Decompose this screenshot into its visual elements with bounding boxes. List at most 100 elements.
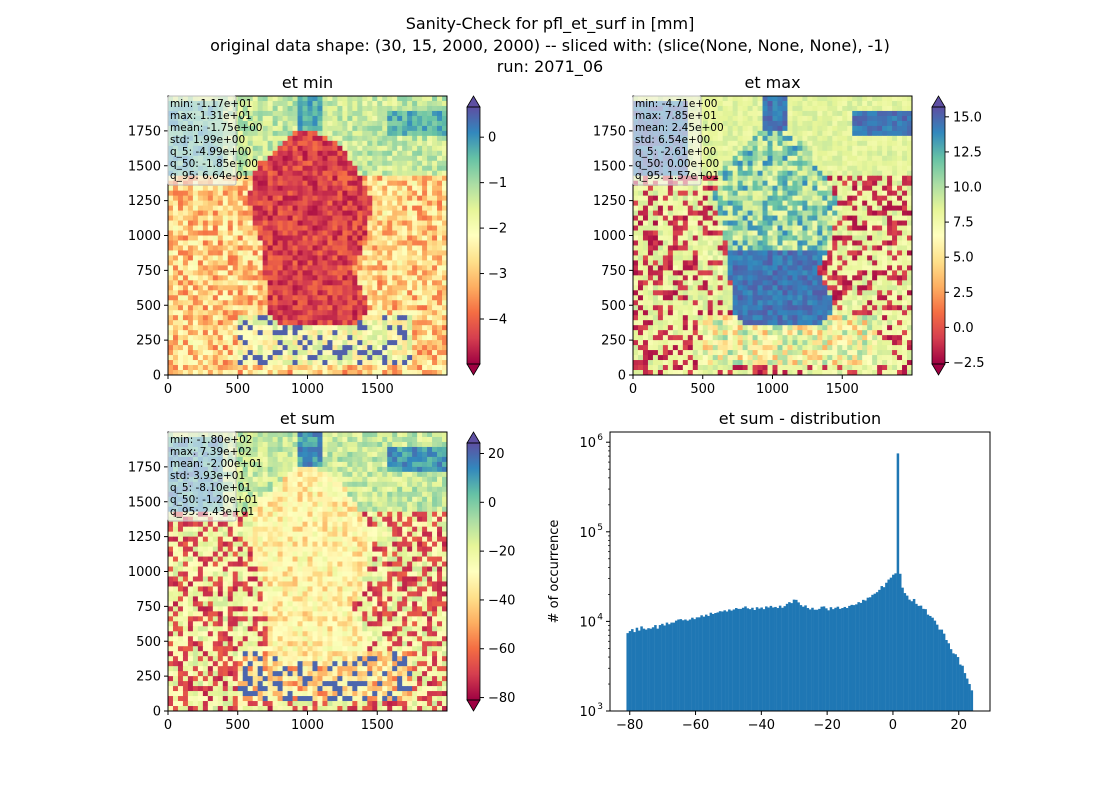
- histogram-bar: [644, 629, 648, 711]
- heatmap-image: [168, 432, 447, 711]
- histogram-bar: [649, 628, 653, 711]
- colorbar: 15.0 12.5 10.0 7.5 5.0 2.5 0.0 −2.5: [931, 95, 985, 376]
- histogram-bar: [935, 624, 939, 711]
- colorbar-tick-label: −1: [488, 176, 507, 191]
- stats-line: min: -1.17e+01: [170, 98, 252, 110]
- histogram-bar: [656, 628, 659, 711]
- histogram-bar: [748, 609, 752, 711]
- histogram-bar: [721, 611, 724, 711]
- colorbar-tick-label: −4: [488, 313, 507, 328]
- stats-line: std: 3.93e+01: [170, 470, 245, 482]
- histogram-bar: [647, 628, 650, 711]
- histogram-bar: [691, 617, 694, 711]
- histogram-bar: [949, 649, 953, 711]
- colorbar-tick-label: 7.5: [953, 216, 974, 231]
- colorbar-tick-label: 5.0: [953, 251, 974, 266]
- histogram-bar: [829, 607, 833, 711]
- y-tick-label: 0: [153, 705, 161, 720]
- stats-line: max: 1.31e+01: [170, 110, 252, 122]
- y-tick-label: 1250: [128, 530, 161, 545]
- colorbar-tick-label: −80: [488, 691, 515, 706]
- histogram-bar: [945, 640, 948, 711]
- histogram-bar: [929, 615, 932, 711]
- y-tick-label: 1750: [128, 124, 161, 139]
- stats-line: q_95: 2.43e+01: [170, 506, 254, 518]
- colorbar-tick-label: −3: [488, 267, 507, 282]
- colorbar-gradient: [467, 107, 480, 364]
- suptitle-line-2: original data shape: (30, 15, 2000, 2000…: [210, 36, 890, 55]
- x-tick-label: 500: [690, 382, 715, 397]
- histogram-bar: [965, 678, 969, 711]
- histogram-bar: [968, 684, 971, 711]
- histogram-bar: [894, 573, 897, 711]
- y-tick-label: 250: [601, 334, 626, 349]
- histogram-bar: [892, 574, 895, 711]
- histogram-bar: [841, 608, 844, 711]
- colorbar-tick-label: −60: [488, 642, 515, 657]
- histogram-bar: [954, 654, 957, 711]
- histogram-bar: [631, 629, 634, 711]
- et-sum-panel: et sum 0 500 1000 1500 0 250 500 750 1000 1250 1500…: [128, 409, 516, 733]
- histogram-bar: [707, 615, 710, 711]
- histogram-bar: [702, 616, 706, 711]
- histogram-bar: [912, 598, 916, 711]
- histogram-bar: [947, 643, 950, 711]
- histogram-bar: [788, 602, 791, 711]
- histogram-bar: [797, 602, 800, 711]
- histogram-bar: [661, 623, 664, 711]
- histogram-bar: [799, 605, 803, 711]
- stats-box: [632, 95, 702, 186]
- x-tick-label: −40: [748, 718, 775, 733]
- y-tick-label: 1500: [593, 159, 626, 174]
- histogram-bar: [804, 605, 807, 711]
- histogram-bar: [866, 597, 870, 711]
- histogram-bar: [693, 619, 696, 711]
- histogram-bar: [864, 600, 867, 711]
- histogram-bar: [753, 610, 756, 711]
- histogram-bar: [857, 602, 860, 711]
- y-axis-label: # of occurrence: [547, 520, 562, 624]
- y-tick-label: 1000: [593, 229, 626, 244]
- histogram-bar: [737, 608, 740, 711]
- histogram-bar: [940, 629, 944, 711]
- histogram-bar: [781, 607, 784, 711]
- histogram-bar: [716, 612, 720, 711]
- et-min-panel: et min 0 500 1000 1500 0 250 500 750 1000 1250 1500…: [128, 73, 507, 397]
- stats-line: min: -4.71e+00: [635, 98, 717, 110]
- stats-line: q_50: -1.20e+01: [170, 494, 258, 506]
- suptitle-line-3: run: 2071_06: [497, 57, 603, 77]
- y-tick-label: 500: [136, 635, 161, 650]
- stats-line: min: -1.80e+02: [170, 434, 252, 446]
- histogram-bar: [665, 622, 669, 711]
- histogram-bar: [783, 606, 787, 711]
- colorbar-tick-label: 2.5: [953, 286, 974, 301]
- y-tick-label: 10: [579, 705, 596, 720]
- histogram-bar: [880, 586, 884, 711]
- colorbar-tick-label: 15.0: [953, 110, 982, 125]
- histogram-bar: [926, 614, 930, 711]
- colorbar-tick-label: −2: [488, 222, 507, 237]
- histogram-bar: [885, 582, 888, 711]
- y-tick-label: 1250: [128, 194, 161, 209]
- x-tick-label: −80: [616, 718, 643, 733]
- histogram-bar: [711, 613, 715, 711]
- x-tick-label: 1500: [361, 718, 394, 733]
- histogram-bar: [961, 665, 964, 711]
- colorbar-tick-label: 12.5: [953, 145, 982, 160]
- histogram-bar: [698, 617, 701, 711]
- histogram-bar: [898, 573, 902, 711]
- colorbar-extend-top: [466, 431, 481, 444]
- stats-line: q_50: -1.85e+00: [170, 158, 258, 170]
- colorbar-extend-bottom: [466, 363, 481, 376]
- histogram-bar: [868, 597, 872, 711]
- histogram-bar: [684, 619, 687, 711]
- histogram-bar: [688, 619, 692, 711]
- y-tick-label: 750: [601, 264, 626, 279]
- histogram-bar: [808, 609, 812, 711]
- x-tick-label: 20: [950, 718, 967, 733]
- histogram-bar: [790, 603, 793, 711]
- histogram-bar: [924, 609, 927, 711]
- histogram-bar: [859, 602, 863, 711]
- histogram-bar: [878, 589, 881, 711]
